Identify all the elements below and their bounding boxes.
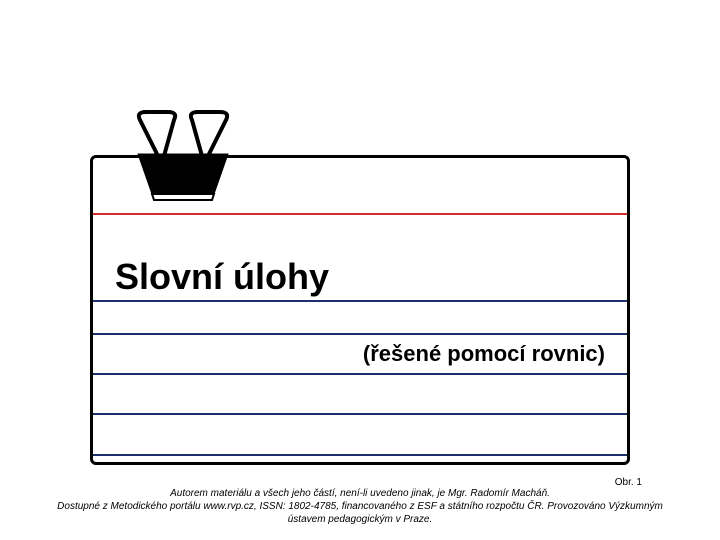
blue-rule-line	[93, 333, 627, 335]
blue-rule-line	[93, 300, 627, 302]
blue-rule-line	[93, 373, 627, 375]
footer-attribution: Autorem materiálu a všech jeho částí, ne…	[40, 487, 680, 526]
binder-clip-icon	[118, 110, 248, 205]
blue-rule-line	[93, 454, 627, 456]
blue-rule-line	[93, 413, 627, 415]
red-rule-line	[93, 213, 627, 215]
card-subtitle: (řešené pomocí rovnic)	[363, 341, 605, 367]
card-title: Slovní úlohy	[115, 256, 329, 298]
footer-line-2: Dostupné z Metodického portálu www.rvp.c…	[57, 501, 663, 525]
footer-line-1: Autorem materiálu a všech jeho částí, ne…	[170, 488, 550, 499]
